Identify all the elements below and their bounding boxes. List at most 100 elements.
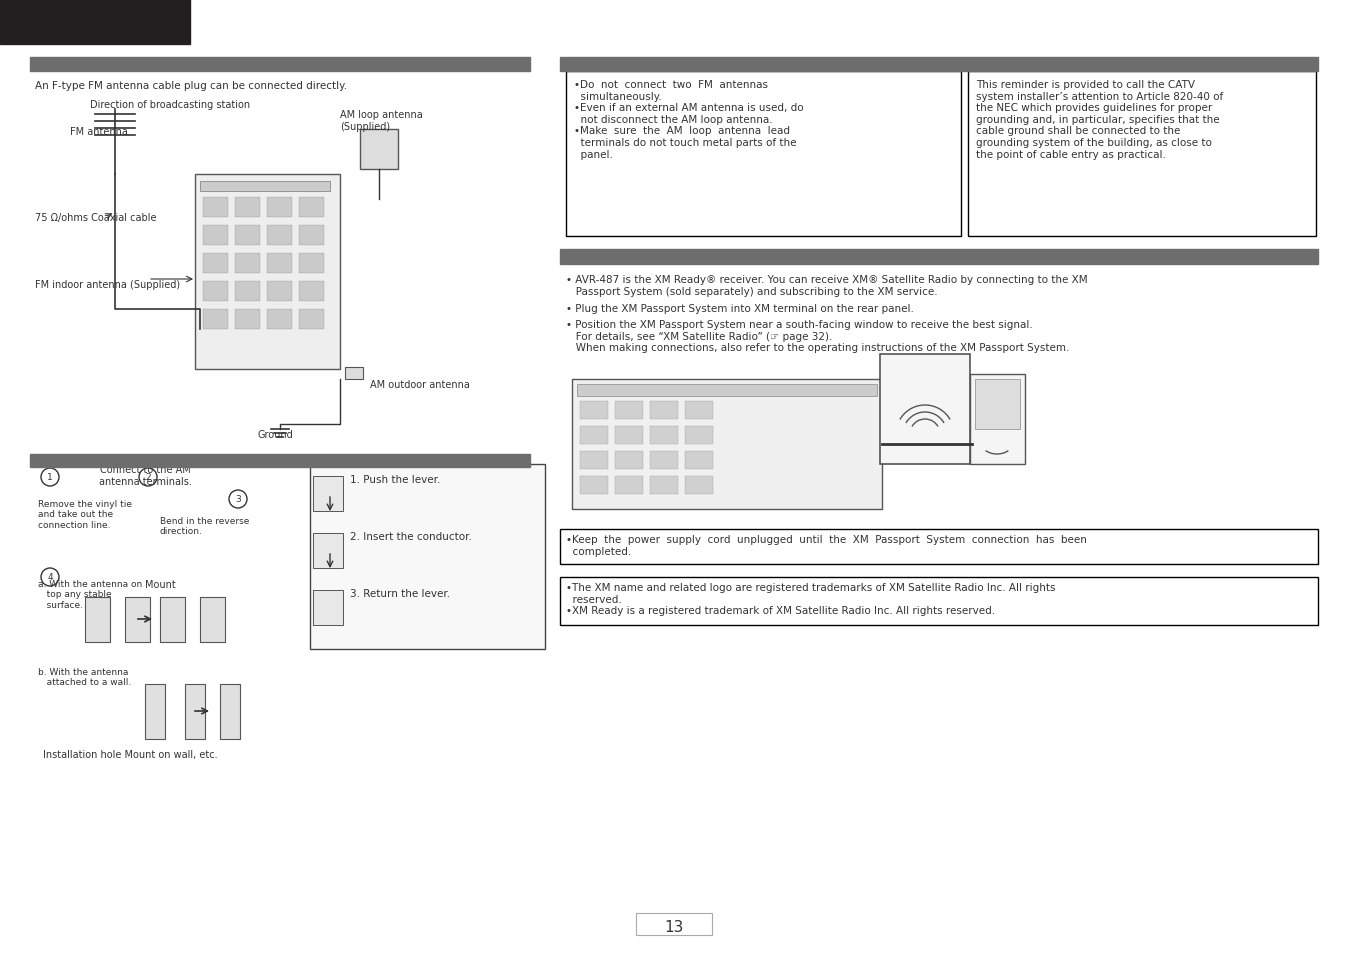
Text: 13: 13: [664, 919, 684, 934]
Text: •Keep  the  power  supply  cord  unplugged  until  the  XM  Passport  System  co: •Keep the power supply cord unplugged un…: [567, 535, 1087, 556]
Bar: [560, 58, 1318, 71]
Bar: [202, 253, 228, 274]
Text: Ground: Ground: [258, 430, 293, 439]
Bar: [577, 385, 877, 396]
Text: •The XM name and related logo are registered trademarks of XM Satellite Radio In: •The XM name and related logo are regist…: [567, 582, 1055, 616]
Bar: [267, 198, 291, 218]
Text: This reminder is provided to call the CATV
system installer’s attention to Artic: This reminder is provided to call the CA…: [975, 80, 1224, 159]
Bar: [0, 0, 190, 45]
Bar: [299, 226, 324, 246]
Bar: [560, 578, 1318, 625]
Bar: [267, 282, 291, 302]
Circle shape: [229, 491, 247, 509]
Bar: [345, 368, 363, 379]
Text: 1. Push the lever.: 1. Push the lever.: [349, 475, 440, 484]
Text: a. With the antenna on
   top any stable
   surface.: a. With the antenna on top any stable su…: [38, 579, 142, 609]
Text: 3: 3: [235, 495, 241, 504]
Bar: [580, 452, 608, 470]
Text: 1: 1: [47, 473, 53, 482]
Bar: [30, 58, 530, 71]
Bar: [299, 310, 324, 330]
Bar: [313, 590, 343, 625]
Text: AM loop antenna
(Supplied): AM loop antenna (Supplied): [340, 110, 422, 132]
Bar: [161, 598, 185, 642]
Circle shape: [40, 568, 59, 586]
Bar: [200, 598, 225, 642]
Text: 2: 2: [146, 473, 151, 482]
Bar: [615, 476, 643, 495]
Text: • AVR-487 is the XM Ready® receiver. You can receive XM® Satellite Radio by conn: • AVR-487 is the XM Ready® receiver. You…: [567, 274, 1087, 296]
Bar: [85, 598, 111, 642]
Text: An F-type FM antenna cable plug can be connected directly.: An F-type FM antenna cable plug can be c…: [35, 81, 347, 91]
Bar: [313, 476, 343, 512]
Text: • Plug the XM Passport System into XM terminal on the rear panel.: • Plug the XM Passport System into XM te…: [567, 304, 913, 314]
Bar: [650, 401, 679, 419]
Bar: [267, 226, 291, 246]
Text: 75 Ω/ohms Coaxial cable: 75 Ω/ohms Coaxial cable: [35, 213, 156, 223]
Bar: [267, 253, 291, 274]
Bar: [235, 198, 260, 218]
Circle shape: [40, 469, 59, 486]
Bar: [125, 598, 150, 642]
Text: 4: 4: [47, 573, 53, 582]
Bar: [200, 182, 331, 192]
Bar: [635, 913, 712, 935]
Bar: [313, 534, 343, 568]
Bar: [30, 455, 530, 468]
Bar: [267, 310, 291, 330]
Bar: [310, 464, 545, 649]
Bar: [202, 226, 228, 246]
Bar: [650, 452, 679, 470]
Bar: [235, 310, 260, 330]
Text: FM antenna: FM antenna: [70, 127, 128, 137]
Bar: [615, 427, 643, 444]
Bar: [235, 282, 260, 302]
Text: • Position the XM Passport System near a south-facing window to receive the best: • Position the XM Passport System near a…: [567, 319, 1070, 353]
Bar: [560, 250, 1318, 265]
Bar: [580, 476, 608, 495]
Text: Direction of broadcasting station: Direction of broadcasting station: [90, 100, 250, 110]
Text: AM outdoor antenna: AM outdoor antenna: [370, 379, 469, 390]
Bar: [560, 530, 1318, 564]
Bar: [685, 452, 714, 470]
Bar: [360, 130, 398, 170]
Text: 2. Insert the conductor.: 2. Insert the conductor.: [349, 532, 472, 541]
Bar: [299, 282, 324, 302]
Bar: [685, 427, 714, 444]
Text: •Do  not  connect  two  FM  antennas
  simultaneously.
•Even if an external AM a: •Do not connect two FM antennas simultan…: [575, 80, 804, 159]
Bar: [185, 684, 205, 740]
Circle shape: [139, 469, 156, 486]
Bar: [880, 355, 970, 464]
Bar: [202, 310, 228, 330]
Bar: [572, 379, 882, 510]
Text: 3. Return the lever.: 3. Return the lever.: [349, 588, 451, 598]
Bar: [144, 684, 165, 740]
Bar: [580, 401, 608, 419]
Bar: [202, 282, 228, 302]
Text: Mount: Mount: [144, 579, 175, 589]
Bar: [969, 71, 1317, 236]
Bar: [202, 198, 228, 218]
Bar: [196, 174, 340, 370]
Text: Bend in the reverse
direction.: Bend in the reverse direction.: [161, 517, 250, 536]
Bar: [650, 427, 679, 444]
Bar: [235, 226, 260, 246]
Bar: [685, 401, 714, 419]
Bar: [299, 253, 324, 274]
Bar: [567, 71, 960, 236]
Text: FM indoor antenna (Supplied): FM indoor antenna (Supplied): [35, 280, 181, 290]
Bar: [615, 401, 643, 419]
Text: Remove the vinyl tie
and take out the
connection line.: Remove the vinyl tie and take out the co…: [38, 499, 132, 529]
Bar: [235, 253, 260, 274]
Text: b. With the antenna
   attached to a wall.: b. With the antenna attached to a wall.: [38, 667, 131, 687]
Bar: [615, 452, 643, 470]
Bar: [220, 684, 240, 740]
Text: Connect to the AM
antenna terminals.: Connect to the AM antenna terminals.: [98, 464, 192, 486]
Bar: [970, 375, 1025, 464]
Bar: [580, 427, 608, 444]
Bar: [299, 198, 324, 218]
Bar: [975, 379, 1020, 430]
Bar: [685, 476, 714, 495]
Text: Installation hole Mount on wall, etc.: Installation hole Mount on wall, etc.: [43, 749, 217, 760]
Bar: [650, 476, 679, 495]
